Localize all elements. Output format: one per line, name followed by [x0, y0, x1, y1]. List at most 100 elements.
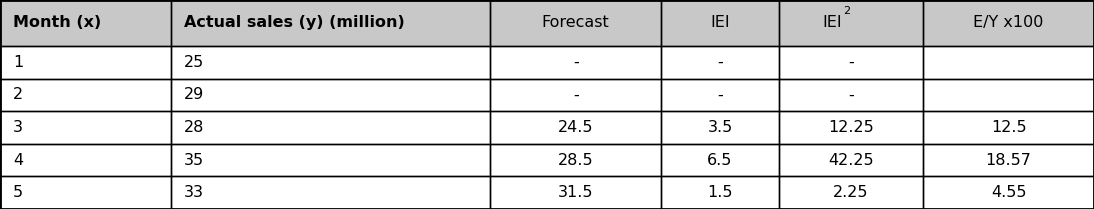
- Bar: [0, 46, 171, 79]
- Bar: [923, 176, 1094, 209]
- Text: 4.55: 4.55: [991, 185, 1026, 200]
- Bar: [661, 79, 779, 111]
- Bar: [490, 0, 661, 46]
- Text: -: -: [848, 55, 854, 70]
- Text: IEI: IEI: [823, 15, 842, 31]
- Text: Actual sales (y) (million): Actual sales (y) (million): [184, 15, 405, 31]
- Bar: [171, 79, 490, 111]
- Bar: [923, 46, 1094, 79]
- Text: Month (x): Month (x): [13, 15, 102, 31]
- Text: 3: 3: [13, 120, 23, 135]
- Text: -: -: [717, 55, 723, 70]
- Bar: [661, 144, 779, 176]
- Bar: [171, 144, 490, 176]
- Text: 29: 29: [184, 87, 205, 102]
- Bar: [490, 46, 661, 79]
- Bar: [923, 79, 1094, 111]
- Bar: [779, 79, 923, 111]
- Text: 25: 25: [184, 55, 205, 70]
- Bar: [0, 176, 171, 209]
- Text: IEI: IEI: [710, 15, 730, 31]
- Bar: [490, 144, 661, 176]
- Bar: [171, 46, 490, 79]
- Bar: [171, 0, 490, 46]
- Bar: [923, 0, 1094, 46]
- Bar: [923, 79, 1094, 111]
- Bar: [490, 79, 661, 111]
- Text: -: -: [717, 87, 723, 102]
- Bar: [0, 144, 171, 176]
- Text: 33: 33: [184, 185, 203, 200]
- Text: E/Y x100: E/Y x100: [974, 15, 1044, 31]
- Text: 2: 2: [843, 6, 850, 17]
- Bar: [490, 46, 661, 79]
- Text: 1: 1: [13, 55, 23, 70]
- Bar: [661, 0, 779, 46]
- Text: 24.5: 24.5: [558, 120, 593, 135]
- Bar: [779, 46, 923, 79]
- Bar: [661, 46, 779, 79]
- Bar: [779, 111, 923, 144]
- Bar: [171, 0, 490, 46]
- Bar: [779, 176, 923, 209]
- Bar: [779, 144, 923, 176]
- Bar: [661, 176, 779, 209]
- Bar: [923, 176, 1094, 209]
- Bar: [171, 111, 490, 144]
- Bar: [490, 144, 661, 176]
- Bar: [490, 0, 661, 46]
- Bar: [171, 79, 490, 111]
- Text: 12.25: 12.25: [828, 120, 874, 135]
- Bar: [171, 46, 490, 79]
- Bar: [0, 79, 171, 111]
- Text: 1.5: 1.5: [707, 185, 733, 200]
- Bar: [0, 111, 171, 144]
- Text: 2.25: 2.25: [834, 185, 869, 200]
- Bar: [779, 79, 923, 111]
- Bar: [661, 144, 779, 176]
- Text: 3.5: 3.5: [708, 120, 733, 135]
- Bar: [171, 176, 490, 209]
- Text: 28.5: 28.5: [558, 153, 593, 168]
- Bar: [661, 111, 779, 144]
- Bar: [779, 176, 923, 209]
- Bar: [779, 0, 923, 46]
- Text: 4: 4: [13, 153, 23, 168]
- Text: -: -: [573, 87, 579, 102]
- Bar: [0, 46, 171, 79]
- Bar: [490, 176, 661, 209]
- Bar: [490, 79, 661, 111]
- Text: 2: 2: [13, 87, 23, 102]
- Text: 31.5: 31.5: [558, 185, 593, 200]
- Bar: [0, 144, 171, 176]
- Bar: [0, 111, 171, 144]
- Bar: [779, 144, 923, 176]
- Text: -: -: [848, 87, 854, 102]
- Bar: [923, 144, 1094, 176]
- Bar: [923, 46, 1094, 79]
- Text: 28: 28: [184, 120, 205, 135]
- Bar: [661, 111, 779, 144]
- Text: 18.57: 18.57: [986, 153, 1032, 168]
- Text: 5: 5: [13, 185, 23, 200]
- Text: 6.5: 6.5: [708, 153, 733, 168]
- Bar: [0, 79, 171, 111]
- Bar: [490, 176, 661, 209]
- Bar: [661, 46, 779, 79]
- Bar: [171, 144, 490, 176]
- Bar: [923, 111, 1094, 144]
- Bar: [779, 111, 923, 144]
- Text: 42.25: 42.25: [828, 153, 874, 168]
- Bar: [0, 0, 171, 46]
- Bar: [490, 111, 661, 144]
- Bar: [779, 46, 923, 79]
- Bar: [490, 111, 661, 144]
- Bar: [923, 144, 1094, 176]
- Text: Forecast: Forecast: [542, 15, 609, 31]
- Bar: [923, 111, 1094, 144]
- Bar: [923, 0, 1094, 46]
- Bar: [0, 0, 171, 46]
- Text: 35: 35: [184, 153, 203, 168]
- Bar: [779, 0, 923, 46]
- Bar: [661, 176, 779, 209]
